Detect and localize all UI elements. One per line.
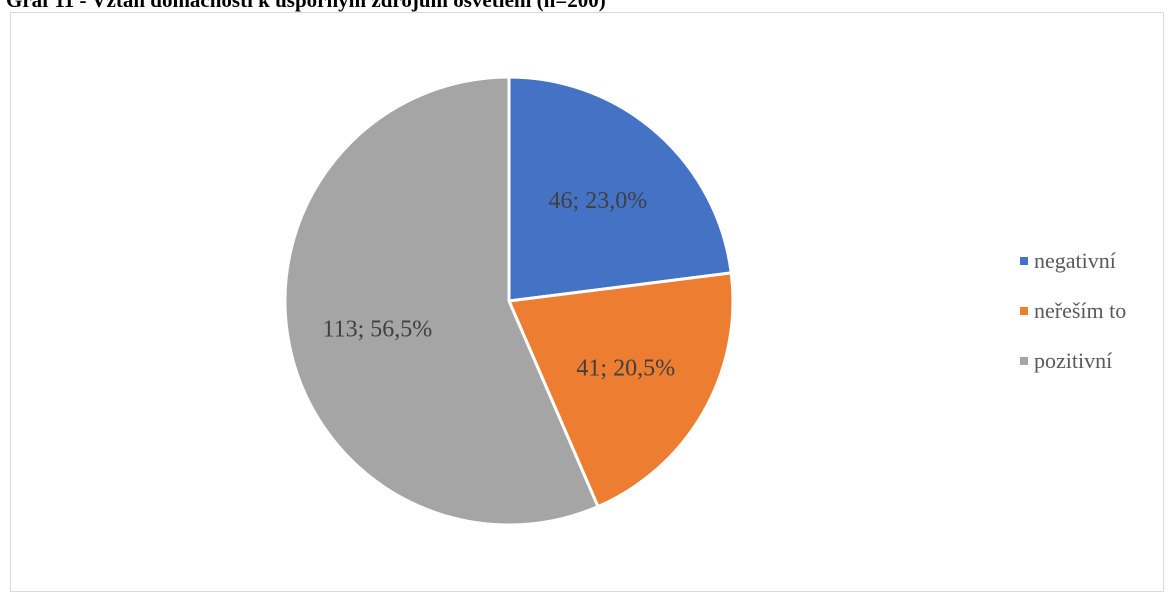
- pie-slice-negativni: [507, 75, 733, 303]
- data-label-negativni: 46; 23,0%: [549, 188, 648, 214]
- data-label-pozitivni: 113; 56,5%: [323, 316, 433, 342]
- legend-item-pozitivni: pozitivní: [1020, 347, 1126, 375]
- legend-swatch-pozitivni: [1020, 357, 1028, 365]
- legend-swatch-neresim-to: [1020, 307, 1028, 315]
- chart-legend: negativní neřeším to pozitivní: [1020, 247, 1126, 397]
- legend-label-pozitivni: pozitivní: [1034, 348, 1113, 373]
- legend-label-neresim-to: neřeším to: [1034, 298, 1127, 323]
- chart-caption: Graf 11 - Vztah domácností k úsporným zd…: [6, 0, 606, 12]
- legend-label-negativni: negativní: [1034, 248, 1116, 273]
- data-label-neresim-to: 41; 20,5%: [576, 356, 675, 382]
- pie-slice-pozitivni: [283, 75, 600, 527]
- legend-item-neresim-to: neřeším to: [1020, 297, 1126, 325]
- pie-slice-neresim-to: [506, 271, 735, 509]
- legend-swatch-negativni: [1020, 257, 1028, 265]
- legend-item-negativni: negativní: [1020, 247, 1126, 275]
